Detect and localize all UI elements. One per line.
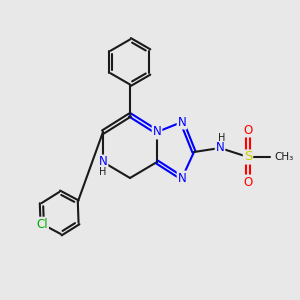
Text: N: N bbox=[216, 142, 224, 154]
Text: H: H bbox=[218, 134, 225, 143]
Text: N: N bbox=[178, 116, 186, 128]
Text: N: N bbox=[153, 125, 161, 139]
Text: O: O bbox=[243, 124, 253, 136]
Text: CH₃: CH₃ bbox=[274, 152, 294, 162]
Text: Cl: Cl bbox=[36, 218, 48, 231]
Text: N: N bbox=[178, 172, 186, 184]
Text: O: O bbox=[243, 176, 253, 188]
Text: S: S bbox=[244, 151, 252, 164]
Text: N: N bbox=[99, 155, 107, 169]
Text: H: H bbox=[99, 167, 107, 177]
